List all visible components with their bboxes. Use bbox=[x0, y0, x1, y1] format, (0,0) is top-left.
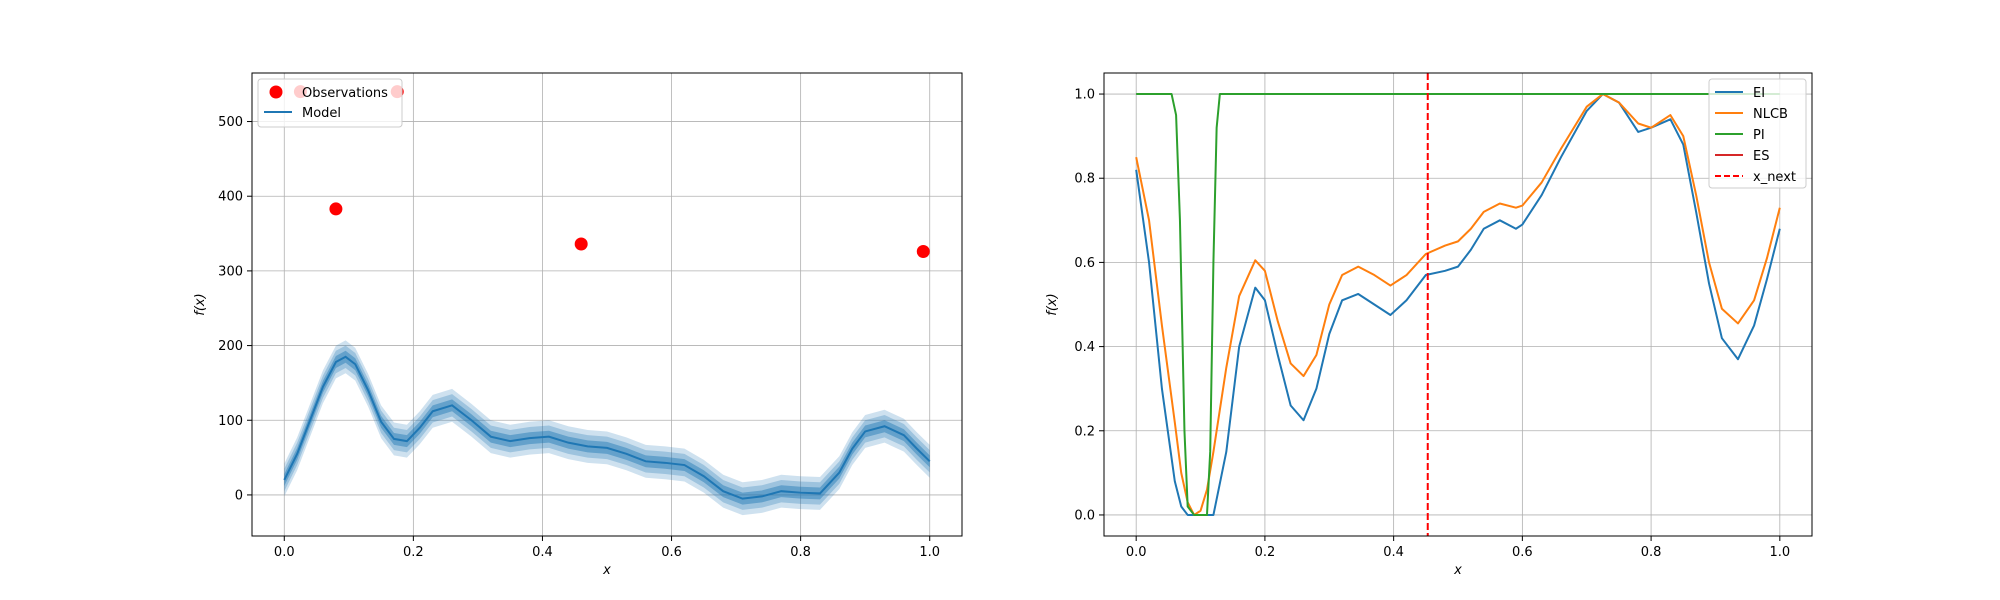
legend-box bbox=[257, 78, 403, 128]
legend-label-model: Model bbox=[302, 106, 341, 121]
x-tick-label: 1.0 bbox=[1769, 545, 1790, 560]
legend-label-observations: Observations bbox=[302, 86, 388, 101]
plot-area bbox=[283, 85, 931, 516]
y-axis-label: f(x) bbox=[1045, 293, 1060, 315]
y-tick-label: 0.8 bbox=[1074, 172, 1095, 187]
chart-acquisition: 0.0 0.2 0.4 0.6 0.8 1.0 0.0 0.2 0.4 0.6 0.8 1.0 x f(x… bbox=[1045, 72, 1813, 578]
plot-area bbox=[1135, 73, 1781, 536]
observation-point bbox=[916, 244, 930, 258]
legend-marker-observations bbox=[269, 85, 283, 99]
observation-point bbox=[574, 237, 588, 251]
legend-label-pi: PI bbox=[1753, 128, 1765, 143]
x-tick-label: 0.8 bbox=[1641, 545, 1662, 560]
series-line-pi bbox=[1136, 93, 1780, 516]
y-tick-label: 1.0 bbox=[1074, 88, 1095, 103]
x-axis-label: x bbox=[602, 563, 611, 578]
y-axis-label: f(x) bbox=[193, 293, 208, 315]
model-uncertainty-band bbox=[284, 350, 930, 505]
y-tick-label: 500 bbox=[218, 115, 243, 130]
y-tick-label: 0.6 bbox=[1074, 256, 1095, 271]
axes-frame bbox=[251, 72, 963, 537]
x-tick-label: 0.2 bbox=[1255, 545, 1276, 560]
legend-box bbox=[1708, 78, 1807, 189]
model-uncertainty-band bbox=[284, 345, 930, 510]
y-tick-label: 400 bbox=[218, 190, 243, 205]
legend-label-nlcb: NLCB bbox=[1753, 107, 1788, 122]
y-tick-label: 0.4 bbox=[1074, 340, 1095, 355]
x-axis-label: x bbox=[1453, 563, 1462, 578]
axes-frame bbox=[1103, 72, 1813, 537]
legend-label-ei: EI bbox=[1753, 86, 1765, 101]
chart-model: 0.0 0.2 0.4 0.6 0.8 1.0 0 100 200 300 400 500 x f(x) O… bbox=[193, 72, 963, 578]
model-uncertainty-band bbox=[284, 340, 930, 516]
legend-label-x-next: x_next bbox=[1753, 170, 1796, 185]
grid bbox=[252, 73, 962, 536]
observation-point bbox=[329, 202, 343, 216]
series-line-model bbox=[283, 355, 931, 500]
y-tick-label: 0.2 bbox=[1074, 424, 1095, 439]
y-tick-label: 100 bbox=[218, 414, 243, 429]
legend: Observations Model bbox=[257, 78, 403, 128]
x-tick-label: 0.6 bbox=[661, 545, 682, 560]
x-tick-label: 0.0 bbox=[274, 545, 295, 560]
x-tick-label: 0.2 bbox=[403, 545, 424, 560]
y-tick-label: 200 bbox=[218, 339, 243, 354]
series-line-nlcb bbox=[1135, 93, 1781, 516]
x-tick-label: 0.4 bbox=[532, 545, 553, 560]
y-tick-label: 0 bbox=[235, 488, 243, 503]
legend: EI NLCB PI ES x_next bbox=[1708, 78, 1807, 189]
y-tick-label: 300 bbox=[218, 264, 243, 279]
legend-label-es: ES bbox=[1753, 149, 1769, 164]
x-tick-label: 0.0 bbox=[1126, 545, 1147, 560]
x-tick-label: 0.8 bbox=[790, 545, 811, 560]
x-tick-label: 1.0 bbox=[919, 545, 940, 560]
series-line-ei bbox=[1135, 93, 1781, 516]
x-tick-label: 0.6 bbox=[1512, 545, 1533, 560]
x-tick-label: 0.4 bbox=[1383, 545, 1404, 560]
y-tick-label: 0.0 bbox=[1074, 508, 1095, 523]
